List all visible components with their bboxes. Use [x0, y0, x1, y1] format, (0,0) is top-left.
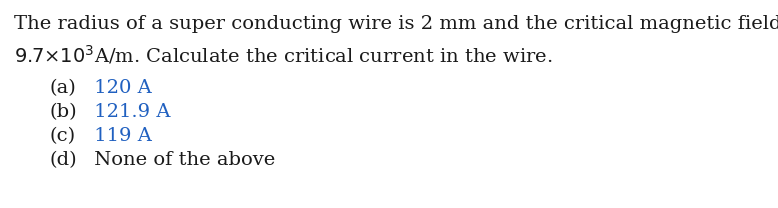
Text: 121.9 A: 121.9 A: [88, 103, 170, 121]
Text: (b): (b): [50, 103, 78, 121]
Text: (a): (a): [50, 79, 77, 97]
Text: 120 A: 120 A: [88, 79, 152, 97]
Text: $9.7\mathregular{\times}10^{3}$$\mathregular{ A/m}$. Calculate the critical curr: $9.7\mathregular{\times}10^{3}$$\mathreg…: [14, 43, 552, 66]
Text: 119 A: 119 A: [88, 127, 152, 145]
Text: None of the above: None of the above: [88, 151, 275, 169]
Text: The radius of a super conducting wire is 2 mm and the critical magnetic field is: The radius of a super conducting wire is…: [14, 15, 778, 33]
Text: (c): (c): [50, 127, 76, 145]
Text: (d): (d): [50, 151, 78, 169]
